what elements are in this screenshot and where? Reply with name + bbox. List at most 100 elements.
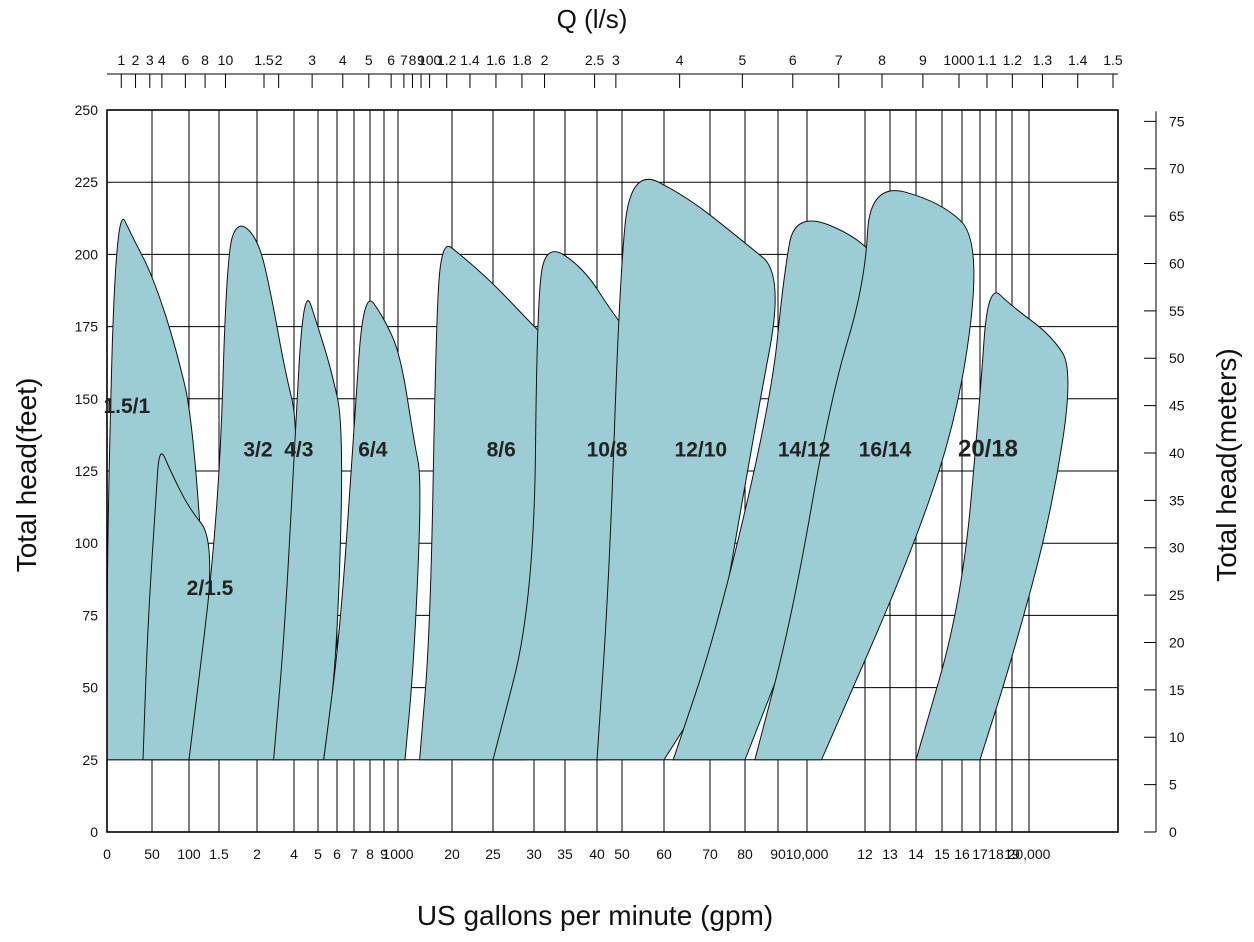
y-left-tick-label: 75 [82, 607, 98, 623]
x-bottom-tick-label: 5 [314, 846, 322, 862]
curve-label: 12/10 [675, 439, 728, 462]
x-bottom-tick-label: 14 [908, 846, 924, 862]
x-bottom-tick-label: 2 [253, 846, 261, 862]
x-top-tick-label: 1 [117, 52, 125, 68]
curve-areas [106, 178, 1069, 761]
x-top-tick-label: 1000 [943, 52, 974, 68]
x-top-tick-label: 4 [158, 52, 166, 68]
y-right-tick-label: 50 [1169, 350, 1185, 366]
x-bottom-tick-label: 80 [737, 846, 753, 862]
x-bottom-tick-label: 12 [857, 846, 873, 862]
x-top-tick-label: 6 [789, 52, 797, 68]
x-bottom-tick-label: 90 [770, 846, 786, 862]
x-top-tick-label: 3 [308, 52, 316, 68]
x-top-tick-label: 1.2 [1003, 52, 1023, 68]
x-top-tick-label: 1.5 [1103, 52, 1123, 68]
y-left-tick-label: 200 [75, 246, 99, 262]
x-bottom-tick-label: 60 [656, 846, 672, 862]
x-bottom-tick-label: 10,000 [786, 846, 829, 862]
x-bottom-tick-label: 25 [485, 846, 501, 862]
x-top-tick-label: 9 [417, 52, 425, 68]
y-axis-left-title: Total head(feet) [11, 378, 42, 573]
x-top-tick-label: 4 [339, 52, 347, 68]
y-left-tick-label: 150 [75, 391, 99, 407]
x-top-tick-label: 5 [365, 52, 373, 68]
x-top-tick-label: 1.5 [254, 52, 274, 68]
y-right-tick-label: 10 [1169, 729, 1185, 745]
y-left-tick-label: 225 [75, 174, 99, 190]
x-top-tick-label: 5 [738, 52, 746, 68]
x-axis-title: US gallons per minute (gpm) [417, 900, 773, 931]
x-top-tick-label: 8 [409, 52, 417, 68]
y-left-tick-label: 25 [82, 752, 98, 768]
y-right-tick-label: 45 [1169, 398, 1185, 414]
x-bottom-tick-label: 15 [934, 846, 950, 862]
x-top-tick-label: 2 [132, 52, 140, 68]
y-axis-right-title: Total head(meters) [1211, 348, 1242, 581]
y-left-tick-label: 125 [75, 463, 99, 479]
y-left-tick-label: 0 [90, 824, 98, 840]
y-right-tick-label: 20 [1169, 634, 1185, 650]
plot-frame [106, 109, 1119, 833]
curve-label: 3/2 [243, 439, 272, 462]
y-right-tick-label: 5 [1169, 777, 1177, 793]
y-right-tick-label: 65 [1169, 208, 1185, 224]
x-top-tick-label: 1.1 [977, 52, 997, 68]
x-bottom-tick-label: 35 [557, 846, 573, 862]
x-bottom-tick-label: 40 [589, 846, 605, 862]
plot-border [106, 109, 1119, 833]
x-bottom-tick-label: 13 [882, 846, 898, 862]
x-bottom-tick-label: 7 [350, 846, 358, 862]
x-bottom-tick-label: 100 [177, 846, 201, 862]
curve-label: 2/1.5 [187, 577, 234, 600]
x-bottom-tick-label: 9 [380, 846, 388, 862]
curve-area-6-4 [323, 300, 421, 761]
curve-label: 16/14 [859, 439, 912, 462]
x-bottom-tick-label: 50 [144, 846, 160, 862]
x-top-tick-label: 1.3 [1033, 52, 1053, 68]
x-top-tick-label: 6 [387, 52, 395, 68]
x-bottom-tick-label: 18 [988, 846, 1004, 862]
curve-label: 4/3 [284, 439, 313, 462]
y-right-tick-label: 25 [1169, 587, 1185, 603]
x-top-tick-label: 3 [146, 52, 154, 68]
x-top-tick-label: 1.2 [437, 52, 457, 68]
x-top-tick-label: 100 [418, 52, 442, 68]
y-left-tick-label: 175 [75, 319, 99, 335]
y-right-tick-label: 35 [1169, 492, 1185, 508]
curve-label: 6/4 [358, 439, 388, 462]
x-top-tick-label: 10 [218, 52, 234, 68]
y-right-tick-label: 15 [1169, 682, 1185, 698]
y-right-tick-label: 55 [1169, 303, 1185, 319]
y-right-tick-label: 75 [1169, 113, 1185, 129]
x-bottom-tick-label: 70 [702, 846, 718, 862]
curve-label: 14/12 [778, 439, 831, 462]
curve-label: 8/6 [487, 439, 516, 462]
curve-labels: 1.5/1 2/1.5 3/2 4/3 6/4 8/6 10/8 12/10 14/12 16/1… [103, 395, 1018, 600]
curve-area-20-18 [915, 292, 1069, 761]
curve-area-16-14 [754, 190, 975, 761]
x-bottom-tick-label: 20,000 [1008, 846, 1051, 862]
y-right-tick-label: 60 [1169, 255, 1185, 271]
x-top-tick-label: 1.6 [486, 52, 506, 68]
y-right-tick-label: 70 [1169, 161, 1185, 177]
x-top-tick-label: 7 [835, 52, 843, 68]
x-bottom-tick-label: 0 [103, 846, 111, 862]
x-bottom-tick-label: 1000 [382, 846, 413, 862]
curve-label: 1.5/1 [103, 395, 150, 418]
x-bottom-tick-label: 6 [333, 846, 341, 862]
x-top-tick-label: 2 [275, 52, 283, 68]
x-bottom-tick-label: 50 [614, 846, 630, 862]
x-top-tick-label: 1.4 [1068, 52, 1088, 68]
y-left-tick-label: 50 [82, 680, 98, 696]
x-top-tick-label: 1.4 [460, 52, 480, 68]
x-bottom-tick-label: 17 [972, 846, 988, 862]
y-left-tick-label: 100 [75, 535, 99, 551]
x-bottom-tick-label: 1.5 [209, 846, 229, 862]
x-top-tick-label: 8 [878, 52, 886, 68]
x-bottom-tick-label: 19 [1004, 846, 1020, 862]
y-right-tick-label: 30 [1169, 540, 1185, 556]
curve-label: 10/8 [587, 439, 628, 462]
